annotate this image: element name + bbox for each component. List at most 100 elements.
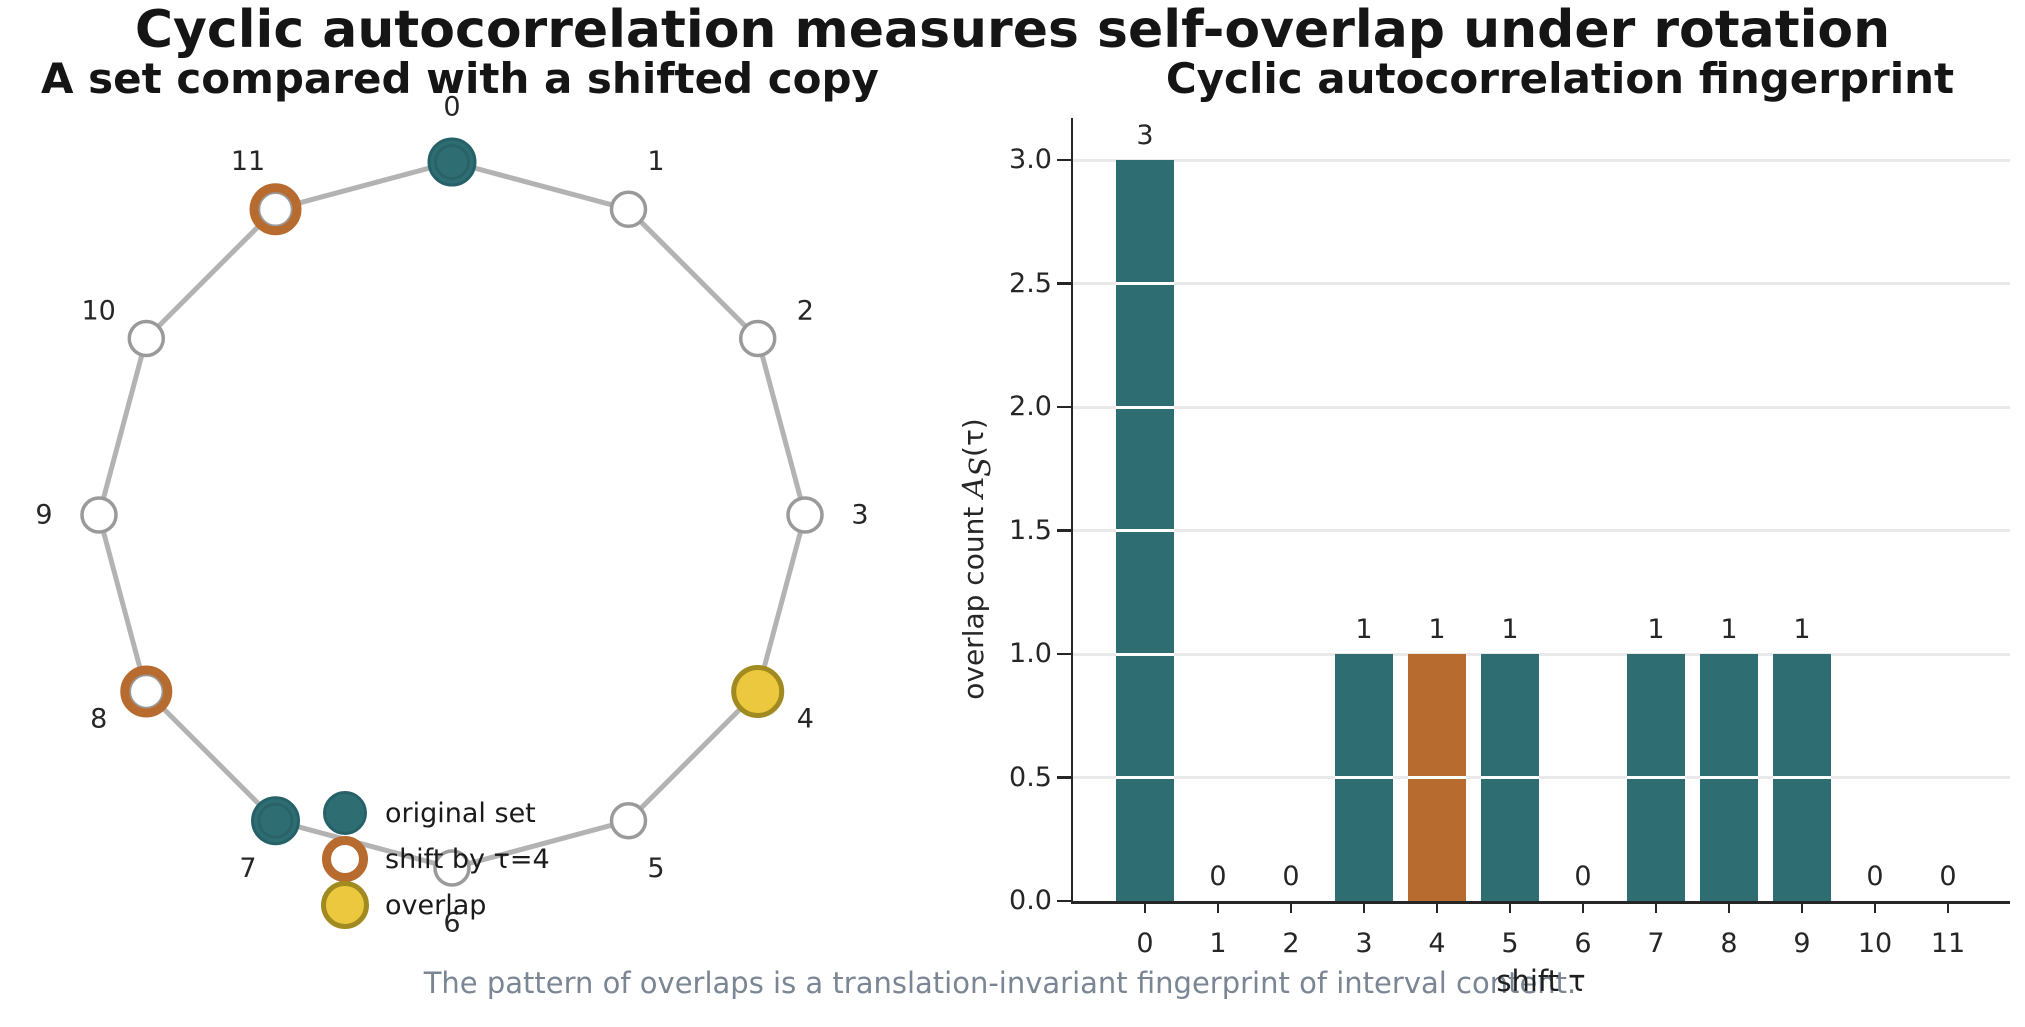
circle-node-label-5: 5 [647, 853, 664, 884]
overlap-marker-icon [321, 881, 369, 929]
shift-marker-icon [322, 836, 368, 882]
circle-node-label-6: 6 [443, 908, 460, 939]
y-tick-2.0 [1057, 405, 1071, 409]
x-tick-9 [1800, 901, 1804, 913]
bar-tau-5 [1481, 654, 1539, 901]
y-tick-1.0 [1057, 652, 1071, 656]
x-tick-label-8: 8 [1720, 928, 1738, 959]
x-tick-label-10: 10 [1857, 928, 1893, 959]
y-tick-label-1.0: 1.0 [1009, 638, 1052, 669]
circle-node-8-base [127, 672, 166, 711]
grid-stripe [1116, 652, 1174, 656]
circle-node-8-shift-ring [120, 665, 173, 718]
y-tick-label-0.0: 0.0 [1009, 885, 1052, 916]
bar-value-label-4: 1 [1428, 614, 1446, 645]
circle-node-2-base [738, 319, 777, 358]
gridline-y-0.5 [1073, 776, 2010, 779]
grid-stripe [1481, 776, 1539, 779]
bar-value-label-9: 1 [1793, 614, 1811, 645]
circle-node-label-9: 9 [35, 500, 52, 531]
grid-stripe [1627, 776, 1685, 779]
left-panel-title: A set compared with a shifted copy [41, 54, 879, 103]
grid-stripe [1773, 776, 1831, 779]
y-axis-spine [1070, 118, 1073, 904]
circle-node-7-original [251, 796, 300, 846]
circle-node-9-base [80, 496, 118, 534]
x-tick-label-6: 6 [1574, 928, 1592, 959]
circle-node-0-inner-ring [434, 144, 470, 180]
x-tick-10 [1873, 901, 1877, 913]
x-tick-8 [1727, 901, 1731, 913]
y-tick-label-3.0: 3.0 [1009, 144, 1052, 175]
y-tick-0.0 [1057, 899, 1071, 903]
bar-tau-3 [1335, 654, 1393, 901]
x-tick-label-1: 1 [1209, 928, 1227, 959]
legend-item-original-set: original set [305, 790, 550, 836]
x-tick-5 [1508, 901, 1512, 913]
circle-node-6-base [433, 849, 471, 887]
circle-node-4-overlap [731, 665, 785, 718]
y-tick-1.5 [1057, 529, 1071, 532]
bar-value-label-8: 1 [1720, 614, 1738, 645]
x-axis-label: shift τ [1496, 964, 1586, 998]
legend-label-original-set: original set [385, 797, 536, 829]
bar-value-label-0: 3 [1136, 120, 1154, 151]
original-set-marker-icon [323, 791, 367, 835]
bar-value-label-11: 0 [1939, 861, 1957, 892]
legend-item-shift: shift by τ=4 [305, 836, 550, 882]
grid-stripe [1700, 776, 1758, 779]
figure-caption: The pattern of overlaps is a translation… [423, 966, 1577, 1000]
x-tick-label-9: 9 [1793, 928, 1811, 959]
grid-stripe [1408, 776, 1466, 779]
circle-node-5-base [609, 801, 648, 840]
y-tick-label-2.0: 2.0 [1009, 391, 1052, 422]
circle-polygon-edges [96, 159, 808, 871]
circle-node-label-8: 8 [90, 704, 107, 735]
circle-node-label-11: 11 [231, 146, 265, 177]
x-tick-2 [1289, 901, 1293, 913]
gridline-y-2 [1073, 405, 2010, 409]
x-tick-6 [1581, 901, 1585, 913]
bar-tau-0 [1116, 160, 1174, 901]
circle-node-label-7: 7 [239, 853, 256, 884]
y-tick-label-2.5: 2.5 [1009, 267, 1052, 299]
x-axis-spine [1070, 901, 2010, 904]
y-tick-label-0.5: 0.5 [1009, 761, 1052, 793]
grid-stripe [1116, 776, 1174, 779]
bar-tau-8 [1700, 654, 1758, 901]
figure-title: Cyclic autocorrelation measures self-ove… [134, 0, 1891, 60]
x-tick-7 [1654, 901, 1658, 913]
circle-node-label-1: 1 [647, 146, 664, 177]
y-tick-0.5 [1057, 776, 1071, 779]
circle-node-label-10: 10 [81, 296, 115, 327]
grid-stripe [1116, 529, 1174, 532]
gridline-y-1 [1073, 652, 2010, 656]
x-tick-label-7: 7 [1647, 928, 1665, 959]
x-tick-label-11: 11 [1930, 928, 1966, 959]
circle-node-label-0: 0 [443, 92, 460, 123]
circle-node-3-base [786, 496, 824, 534]
legend-label-overlap: overlap [385, 889, 487, 921]
x-tick-label-3: 3 [1355, 928, 1373, 959]
grid-stripe [1335, 776, 1393, 779]
gridline-y-1.5 [1073, 529, 2010, 532]
circle-node-label-3: 3 [851, 500, 868, 531]
y-tick-label-1.5: 1.5 [1009, 514, 1052, 546]
circle-node-0-original [427, 137, 477, 187]
bar-value-label-2: 0 [1282, 861, 1300, 892]
circle-node-11-shift-ring [249, 183, 302, 236]
circle-node-label-4: 4 [797, 704, 814, 735]
x-tick-0 [1143, 901, 1147, 913]
circle-node-1-base [609, 190, 648, 229]
right-panel-title: Cyclic autocorrelation fingerprint [1165, 54, 1955, 103]
x-tick-label-5: 5 [1501, 928, 1519, 959]
y-tick-2.5 [1057, 282, 1071, 285]
legend-item-overlap: overlap [305, 881, 550, 929]
bar-tau-7 [1627, 654, 1685, 901]
gridline-y-2.5 [1073, 282, 2010, 285]
bar-tau-4 [1408, 654, 1466, 901]
x-tick-label-4: 4 [1428, 928, 1446, 959]
circle-node-label-2: 2 [797, 296, 814, 327]
